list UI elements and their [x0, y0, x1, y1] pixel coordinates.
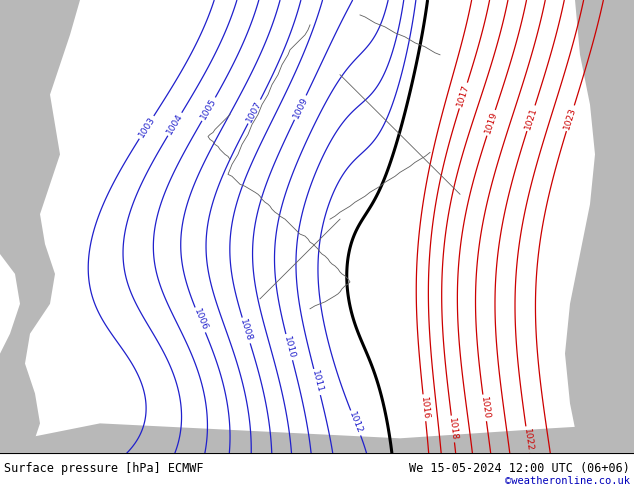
Text: 1006: 1006 — [191, 308, 209, 332]
Text: We 15-05-2024 12:00 UTC (06+06): We 15-05-2024 12:00 UTC (06+06) — [409, 462, 630, 475]
Polygon shape — [565, 0, 634, 453]
Text: Surface pressure [hPa] ECMWF: Surface pressure [hPa] ECMWF — [4, 462, 204, 475]
Text: 1021: 1021 — [523, 106, 539, 130]
Text: 1010: 1010 — [282, 335, 296, 359]
Polygon shape — [0, 0, 80, 453]
Text: ©weatheronline.co.uk: ©weatheronline.co.uk — [505, 476, 630, 486]
Text: 1020: 1020 — [479, 396, 491, 420]
Text: 1018: 1018 — [447, 417, 459, 441]
Text: 1023: 1023 — [563, 106, 578, 130]
Text: 1004: 1004 — [165, 112, 184, 136]
Text: 1007: 1007 — [245, 99, 264, 124]
Polygon shape — [0, 0, 60, 115]
Text: 1012: 1012 — [347, 411, 364, 435]
Text: 1022: 1022 — [522, 428, 534, 451]
Text: 1019: 1019 — [483, 110, 499, 135]
Text: 1005: 1005 — [199, 97, 218, 122]
Text: 1016: 1016 — [418, 396, 430, 419]
Polygon shape — [0, 423, 634, 453]
Text: 1017: 1017 — [456, 83, 471, 108]
Text: 1008: 1008 — [238, 318, 254, 343]
Text: 1003: 1003 — [136, 115, 157, 140]
Text: 1011: 1011 — [310, 370, 324, 394]
Text: 1009: 1009 — [291, 95, 309, 120]
